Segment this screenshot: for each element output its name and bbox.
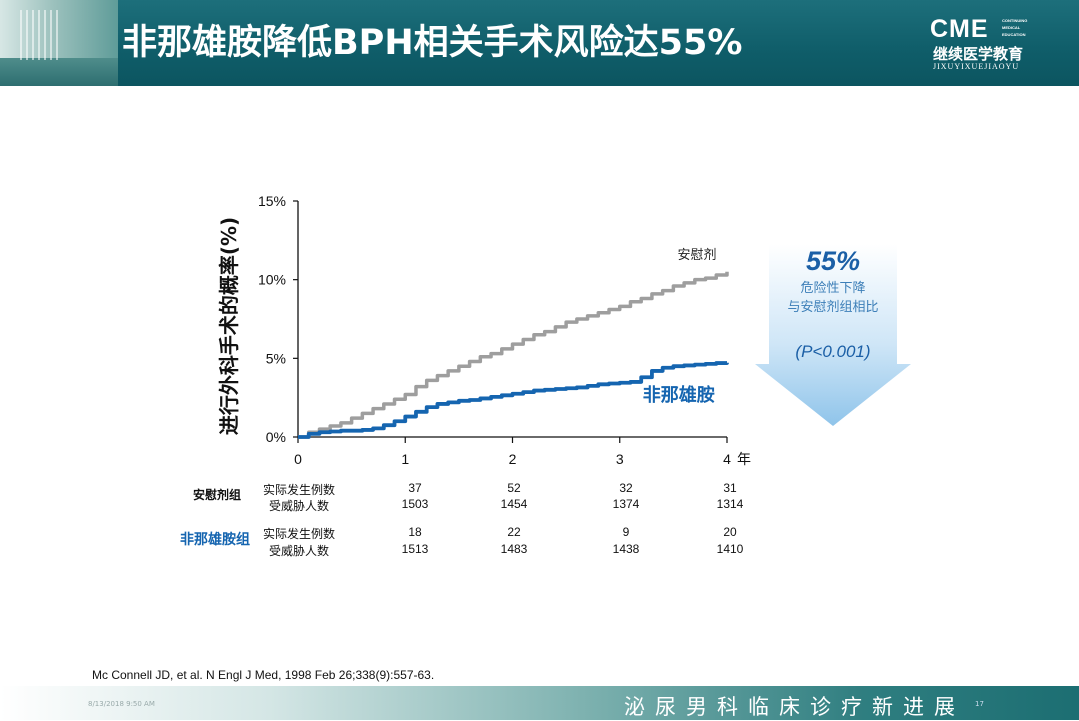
logo-side-line: MEDICAL (1002, 25, 1021, 30)
cme-logo: CME CONTINUING MEDICAL EDUCATION 继续医学教育 … (930, 15, 1045, 75)
placebo-events-label: 实际发生例数 (263, 483, 336, 497)
finasteride-group-label: 非那雄胺组 (180, 532, 250, 548)
fin-risk-label: 受威胁人数 (269, 544, 330, 558)
table-cell: 1513 (401, 542, 429, 556)
fin-events-label: 实际发生例数 (263, 527, 336, 541)
logo-side-line: CONTINUING (1002, 18, 1028, 23)
logo-main-text: CME (930, 15, 989, 43)
risk-comparison-label: 与安慰剂组相比 (787, 300, 879, 315)
table-cell: 31 (723, 481, 737, 495)
x-tick-label: 4 (723, 451, 731, 467)
logo-side-text: CONTINUING MEDICAL EDUCATION (1002, 17, 1027, 38)
y-tick-label: 5% (266, 350, 286, 366)
table-cell: 1483 (500, 542, 528, 556)
footer-date: 8/13/2018 9:50 AM (88, 700, 155, 708)
risk-reduction-label: 危险性下降 (800, 281, 866, 296)
y-axis-label: 进行外科手术的概率(%) (217, 217, 241, 435)
placebo-group-label: 安慰剂组 (193, 488, 242, 502)
x-axis-unit: 年 (737, 451, 751, 467)
down-arrow-icon (755, 244, 911, 426)
y-tick-label: 0% (266, 429, 286, 445)
table-cell: 1374 (612, 497, 640, 511)
x-tick-label: 3 (616, 451, 624, 467)
y-tick-label: 15% (258, 193, 286, 209)
logo-pinyin: JIXUYIXUEJIAOYU (933, 62, 1020, 71)
table-cell: 52 (507, 481, 521, 495)
x-tick-label: 1 (401, 451, 409, 467)
p-value: (P<0.001) (795, 342, 871, 361)
series-line-finasteride (298, 361, 729, 439)
risk-reduction-callout: 55% 危险性下降 与安慰剂组相比 (P<0.001) (755, 244, 911, 426)
page-number: 17 (975, 700, 984, 708)
footer-slogan: 泌尿男科临床诊疗新进展 (624, 695, 965, 719)
table-cell: 1454 (500, 497, 528, 511)
header-photo (0, 0, 118, 86)
table-cell: 18 (408, 525, 422, 539)
slide-title: 非那雄胺降低BPH相关手术风险达55% (122, 23, 743, 63)
series-label-placebo: 安慰剂 (677, 248, 716, 263)
table-cell: 22 (507, 525, 521, 539)
x-tick-label: 0 (294, 451, 302, 467)
chart-axes: 0% 5% 10% 15% 0 1 2 3 4 年 进行外科手术的概率(%) (217, 193, 751, 467)
x-tick-label: 2 (509, 451, 517, 467)
table-cell: 1438 (612, 542, 640, 556)
table-cell: 37 (408, 481, 422, 495)
risk-reduction-percent: 55% (805, 246, 861, 276)
table-cell: 9 (622, 525, 630, 539)
chart-series-layer (298, 271, 729, 439)
table-cell: 20 (723, 525, 737, 539)
series-line-placebo (298, 271, 729, 439)
footer-banner: 8/13/2018 9:50 AM 泌尿男科临床诊疗新进展 17 (0, 686, 1079, 720)
y-tick-label: 10% (258, 272, 286, 288)
header-banner: 非那雄胺降低BPH相关手术风险达55% CME CONTINUING MEDIC… (0, 0, 1079, 86)
table-cell: 1503 (401, 497, 429, 511)
logo-chinese: 继续医学教育 (933, 45, 1024, 63)
reference-citation: Mc Connell JD, et al. N Engl J Med, 1998… (92, 668, 435, 682)
table-cell: 32 (619, 481, 633, 495)
placebo-risk-label: 受威胁人数 (269, 499, 330, 513)
table-cell: 1410 (716, 542, 744, 556)
series-label-finasteride: 非那雄胺 (643, 384, 715, 406)
table-cell: 1314 (716, 497, 744, 511)
logo-side-line: EDUCATION (1002, 32, 1026, 37)
